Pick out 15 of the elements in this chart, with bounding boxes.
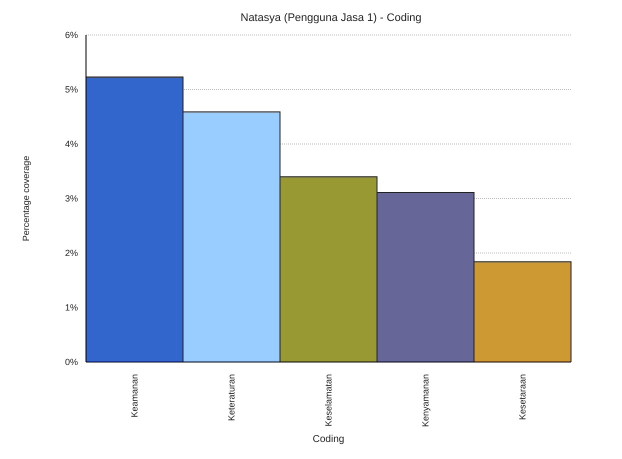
y-tick-label: 6% (64, 30, 78, 40)
y-tick-label: 5% (64, 84, 78, 95)
x-tick-label: Keamanan (130, 374, 140, 418)
x-tick-label: Kesetaraan (518, 374, 528, 420)
y-tick-label: 0% (64, 357, 78, 368)
y-axis-title: Percentage coverage (21, 156, 32, 242)
x-axis-title: Coding (312, 434, 344, 445)
chart-title: Natasya (Pengguna Jasa 1) - Coding (240, 11, 422, 26)
x-tick-label: Keselamatan (324, 374, 334, 427)
y-tick-label: 3% (64, 194, 78, 204)
y-tick-label: 4% (64, 139, 78, 150)
y-tick-label: 1% (64, 302, 78, 313)
x-tick-label: Kenyamanan (420, 374, 430, 428)
y-tick-label: 2% (64, 248, 78, 258)
x-tick-label: Keteraturan (226, 374, 236, 422)
